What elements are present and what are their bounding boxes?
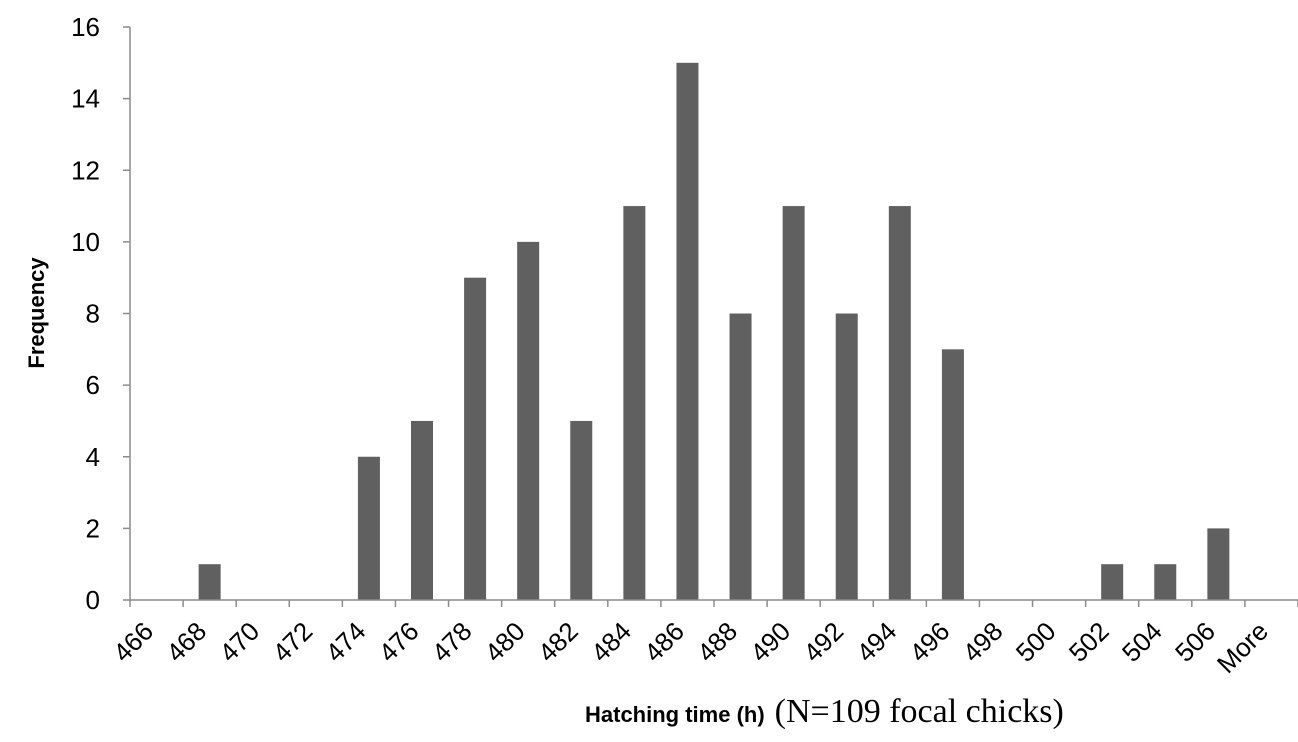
x-tick-label: 494 [850, 616, 902, 668]
bar-468 [198, 564, 221, 600]
y-tick-label: 4 [86, 442, 100, 472]
bar-480 [517, 241, 540, 600]
bar-496 [941, 349, 964, 600]
bar-484 [623, 206, 646, 600]
x-tick-label: 482 [532, 616, 584, 668]
x-tick-label: 470 [213, 616, 265, 668]
bar-504 [1154, 564, 1177, 600]
x-tick-label: More [1211, 616, 1274, 679]
x-tick-label: 488 [691, 616, 743, 668]
x-tick-label: 478 [426, 616, 478, 668]
x-tick-label: 472 [266, 616, 318, 668]
bar-486 [676, 62, 699, 600]
y-tick-label: 8 [86, 299, 100, 329]
x-tick-label: 466 [107, 616, 159, 668]
y-axis-ticks: 0 2 4 6 8 10 12 14 16 [71, 12, 130, 615]
x-tick-label: 476 [373, 616, 425, 668]
bar-474 [357, 456, 380, 600]
x-tick-label: 504 [1116, 616, 1168, 668]
y-tick-label: 16 [71, 12, 100, 42]
y-tick-label: 2 [86, 513, 100, 543]
x-tick-label: 498 [957, 616, 1009, 668]
y-tick-label: 14 [71, 84, 100, 114]
x-axis-title: Hatching time (h) (N=109 focal chicks) [585, 693, 1064, 730]
x-tick-label: 496 [904, 616, 956, 668]
bar-488 [729, 313, 752, 600]
y-tick-label: 6 [86, 370, 100, 400]
x-axis-title-suffix: (N=109 focal chicks) [775, 693, 1064, 730]
x-tick-label: 490 [744, 616, 796, 668]
x-tick-label: 480 [479, 616, 531, 668]
x-tick-label: 492 [797, 616, 849, 668]
y-tick-label: 0 [86, 585, 100, 615]
bar-482 [570, 420, 593, 600]
x-tick-label: 474 [320, 616, 372, 668]
x-tick-label: 486 [638, 616, 690, 668]
bar-478 [464, 277, 487, 600]
bar-502 [1101, 564, 1124, 600]
y-tick-label: 12 [71, 155, 100, 185]
x-tick-label: 484 [585, 616, 637, 668]
bar-492 [835, 313, 858, 600]
bar-490 [782, 206, 805, 600]
bars [198, 62, 1230, 600]
x-tick-label: 502 [1063, 616, 1115, 668]
x-tick-label: 468 [160, 616, 212, 668]
bar-494 [888, 206, 911, 600]
x-axis-ticks: 466 468 470 472 474 476 478 480 482 484 486 488 490 4… [107, 600, 1298, 679]
y-axis-title: Frequency [24, 257, 49, 369]
bar-506 [1207, 528, 1230, 600]
y-tick-label: 10 [71, 227, 100, 257]
bar-476 [411, 420, 433, 600]
x-axis-title-main: Hatching time (h) [585, 702, 765, 727]
x-tick-label: 500 [1010, 616, 1062, 668]
